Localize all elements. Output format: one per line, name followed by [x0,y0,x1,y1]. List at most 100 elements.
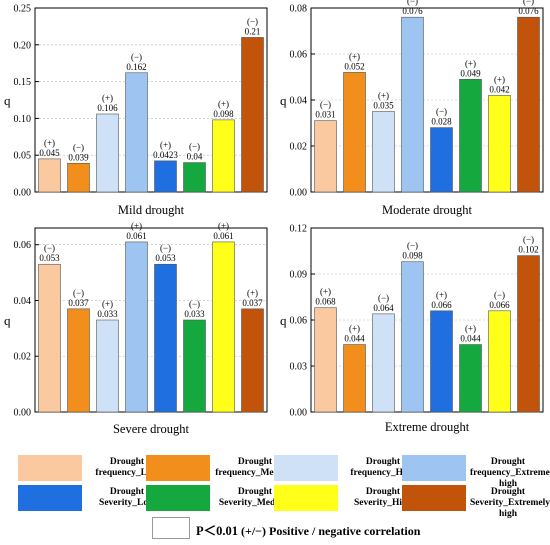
bar-sign-label: (−) [247,16,258,26]
bar-sign-label: (−) [494,290,505,300]
legend-swatch [146,485,210,511]
bar-value-label: 0.102 [518,245,538,255]
bar [154,263,177,413]
bar [401,16,424,193]
bar [459,344,482,413]
bar-value-label: 0.039 [68,152,89,162]
bar [183,319,206,413]
legend-swatch [18,485,82,511]
bar [67,162,90,193]
bar-value-label: 0.076 [402,6,423,16]
bar [38,263,61,413]
bar-value-label: 0.21 [245,26,261,36]
bar [183,162,206,193]
y-tick-label: 0.04 [290,96,308,107]
bar-sign-label: (−) [407,241,418,251]
bar [125,72,148,193]
chart-panel: 0.000.050.100.150.200.25q0.045(+)0.039(−… [4,4,268,217]
chart-title: Moderate drought [382,203,472,217]
bar-sign-label: (+) [218,221,229,231]
bar [488,310,511,413]
bar [212,119,235,193]
legend-swatch [146,455,210,481]
bar [430,127,453,193]
bar-value-label: 0.098 [402,251,423,261]
bar-sign-label: (+) [465,324,476,334]
bar-value-label: 0.044 [344,334,365,344]
bar-value-label: 0.0423 [153,150,178,160]
bar [372,313,395,413]
legend-label: Drought frequency_Low [95,457,159,478]
bar-value-label: 0.061 [126,231,146,241]
plot-frame [34,7,268,193]
bar-value-label: 0.044 [460,334,481,344]
bar [241,308,264,413]
bar-sign-label: (+) [378,91,389,101]
legend-label: Drought Severity_High [353,487,413,508]
y-tick-label: 0.12 [290,224,308,235]
bar-sign-label: (+) [218,99,229,109]
y-tick-label: 0.05 [14,151,32,162]
bar-value-label: 0.053 [155,253,176,263]
bar [343,344,366,413]
bar-sign-label: (+) [349,51,360,61]
legend-swatch [274,455,338,481]
legend-label: Drought frequency_Medium [215,457,295,478]
bar-value-label: 0.031 [315,110,335,120]
bar [430,310,453,413]
legend-label: Drought frequency_High [350,457,416,478]
bar-value-label: 0.028 [431,117,452,127]
bar-sign-label: (−) [73,142,84,152]
bar-value-label: 0.049 [460,68,481,78]
bar [96,319,119,413]
bar-value-label: 0.045 [39,148,60,158]
bar-value-label: 0.064 [373,303,394,313]
legend-swatch [402,455,466,481]
legend-swatch [274,485,338,511]
y-tick-label: 0.06 [290,316,308,327]
bar-sign-label: (−) [378,293,389,303]
bar-value-label: 0.033 [184,309,205,319]
bar-sign-label: (+) [102,93,113,103]
y-tick-label: 0.10 [14,114,32,125]
bar [241,37,264,193]
bar [314,120,337,193]
y-tick-label: 0.20 [14,40,32,51]
bar-value-label: 0.04 [187,152,203,162]
legend-label: Drought Severity_Low [99,487,155,508]
bar-value-label: 0.106 [97,103,118,113]
bar [517,255,540,413]
bar [343,72,366,193]
chart-title: Extreme drought [385,420,470,434]
bar-sign-label: (−) [523,235,534,245]
bar [38,158,61,193]
bar-sign-label: (+) [160,140,171,150]
y-tick-label: 0.00 [14,408,32,419]
y-tick-label: 0.04 [14,296,32,307]
legend-swatch [18,455,82,481]
bar-sign-label: (+) [436,290,447,300]
y-tick-label: 0.09 [290,270,308,281]
legend-label: Drought Severity_Extremely high [470,487,550,519]
y-tick-label: 0.02 [14,352,32,363]
bar-sign-label: (+) [494,74,505,84]
bar-sign-label: (+) [465,58,476,68]
bar [154,160,177,193]
chart-title: Mild drought [118,203,185,217]
bar-sign-label: (+) [247,288,258,298]
y-tick-label: 0.02 [290,142,308,153]
significance-text: P＜0.01 (+/−) Positive / negative correla… [196,520,420,539]
y-tick-label: 0.25 [14,4,32,15]
bar-sign-label: (−) [131,52,142,62]
bar [459,79,482,193]
bar [488,95,511,193]
bar-value-label: 0.076 [518,6,539,16]
sign-key-label: (+/−) Positive / negative correlation [241,524,421,538]
legend-swatch [402,485,466,511]
bar-sign-label: (−) [44,243,55,253]
bar-sign-label: (−) [189,299,200,309]
chart-title: Severe drought [113,422,190,436]
bar-value-label: 0.098 [213,109,234,119]
bar-value-label: 0.066 [489,300,510,310]
bar-value-label: 0.053 [39,253,60,263]
